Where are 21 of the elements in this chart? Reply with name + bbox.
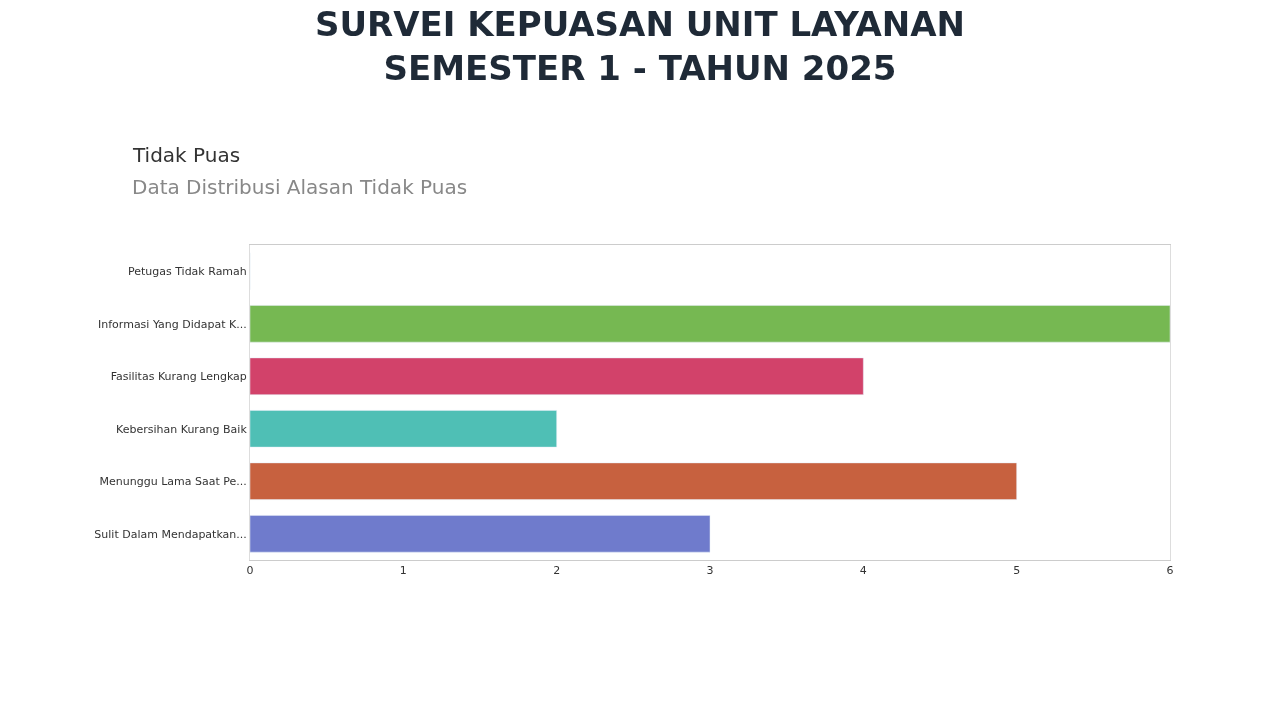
y-tick-label: Menunggu Lama Saat Pe... xyxy=(99,475,247,489)
x-tick-label: 5 xyxy=(1013,564,1021,578)
x-tick-label: 6 xyxy=(1166,564,1174,578)
y-tick-label: Informasi Yang Didapat K... xyxy=(98,317,247,331)
y-tick-label: Petugas Tidak Ramah xyxy=(127,265,247,279)
x-tick-label: 1 xyxy=(399,564,407,578)
y-tick-label: Sulit Dalam Mendapatkan... xyxy=(94,527,247,541)
bar xyxy=(250,305,1170,343)
y-tick-label: Fasilitas Kurang Lengkap xyxy=(110,370,247,384)
bar xyxy=(250,357,864,395)
bar xyxy=(250,515,711,553)
x-tick-label: 3 xyxy=(706,564,714,578)
text: Data Distribusi Alasan Tidak Puas xyxy=(132,175,468,199)
y-tick-label: Kebersihan Kurang Baik xyxy=(116,422,248,436)
x-tick-label: 4 xyxy=(859,564,867,578)
chart-title: SURVEI KEPUASAN UNIT LAYANAN SEMESTER 1 - TAHUN 2025 xyxy=(314,4,966,89)
x-tick-label: 2 xyxy=(553,564,561,578)
bar xyxy=(250,410,557,448)
x-tick-label: 0 xyxy=(246,564,254,578)
chart-subtitle: Tidak Puas xyxy=(132,143,241,167)
bar xyxy=(250,462,1017,500)
